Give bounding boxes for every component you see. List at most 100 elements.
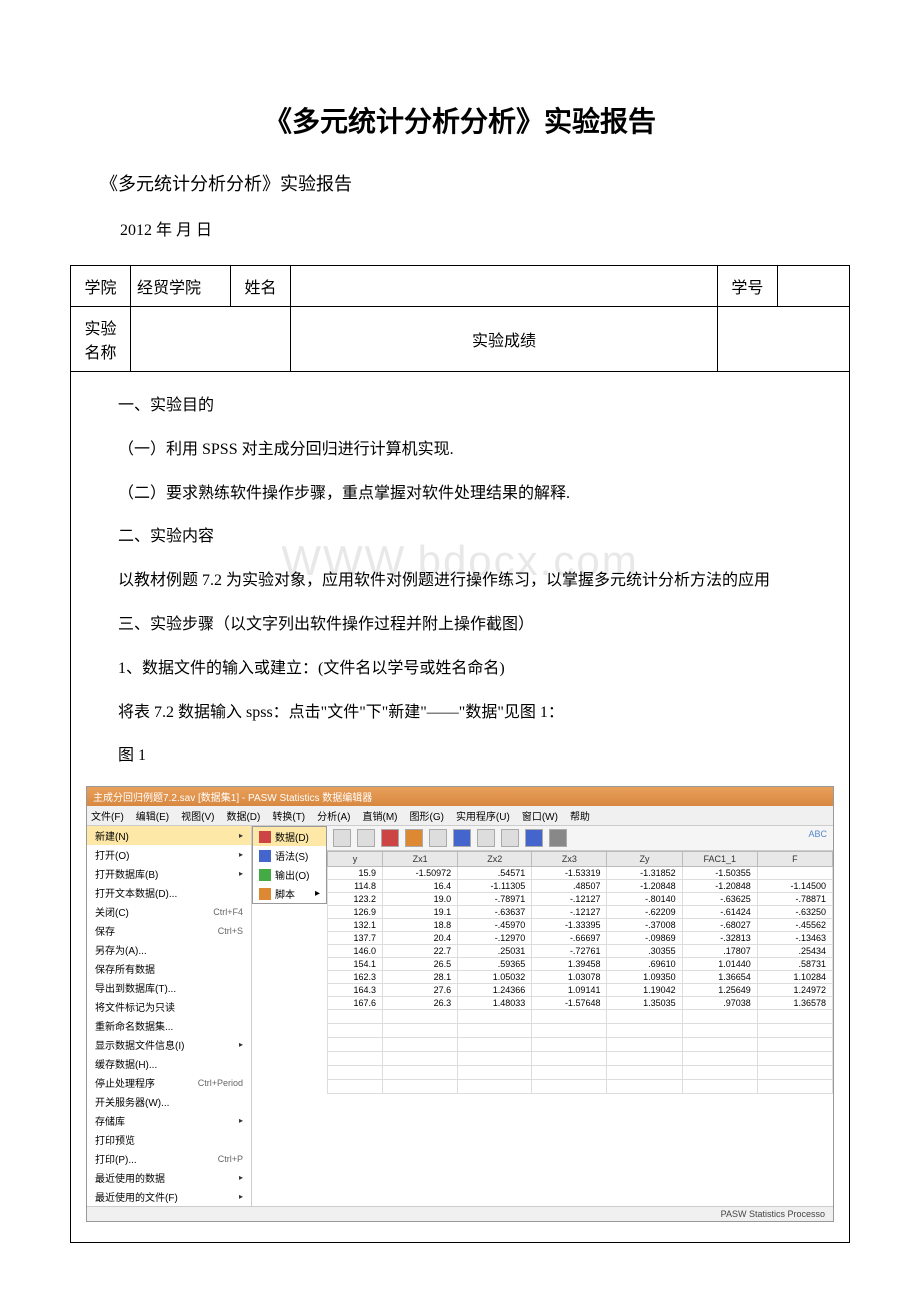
toolbar-icon[interactable] <box>381 829 399 847</box>
section-1-item-2: （二）要求熟练软件操作步骤，重点掌握对软件处理结果的解释. <box>86 480 834 509</box>
menubar-item[interactable]: 实用程序(U) <box>456 812 510 823</box>
file-menu-item[interactable]: 新建(N)▸ <box>87 826 251 845</box>
spss-data-table: yZx1Zx2Zx3ZyFAC1_1F15.9-1.50972.54571-1.… <box>327 851 833 1094</box>
file-menu-item[interactable]: 存储库▸ <box>87 1111 251 1130</box>
file-menu-item[interactable]: 最近使用的文件(F)▸ <box>87 1187 251 1206</box>
spss-new-submenu[interactable]: 数据(D)语法(S)输出(O)脚本▸ <box>252 826 327 904</box>
table-row[interactable]: 154.126.5.593651.39458.696101.01440.5873… <box>328 958 833 971</box>
name-label: 姓名 <box>231 266 291 307</box>
toolbar-icon[interactable] <box>453 829 471 847</box>
column-header[interactable]: Zx2 <box>458 852 532 867</box>
file-menu-item[interactable]: 打印(P)...Ctrl+P <box>87 1149 251 1168</box>
spss-file-menu[interactable]: 新建(N)▸打开(O)▸打开数据库(B)▸打开文本数据(D)...关闭(C)Ct… <box>87 826 252 1206</box>
menubar-item[interactable]: 直销(M) <box>362 812 397 823</box>
college-value: 经贸学院 <box>131 266 231 307</box>
menubar-item[interactable]: 文件(F) <box>91 812 124 823</box>
spss-statusbar: PASW Statistics Processo <box>87 1206 833 1221</box>
file-menu-item[interactable]: 将文件标记为只读 <box>87 997 251 1016</box>
sub-title: 《多元统计分析分析》实验报告 <box>100 170 850 196</box>
table-row[interactable]: 137.720.4-.12970-.66697-.09869-.32813-.1… <box>328 932 833 945</box>
file-menu-item[interactable]: 最近使用的数据▸ <box>87 1168 251 1187</box>
main-title: 《多元统计分析分析》实验报告 <box>70 100 850 140</box>
menubar-item[interactable]: 编辑(E) <box>136 812 169 823</box>
spss-toolbar: ABC <box>327 826 833 851</box>
section-1-item-1: （一）利用 SPSS 对主成分回归进行计算机实现. <box>86 436 834 465</box>
toolbar-icon[interactable] <box>357 829 375 847</box>
column-header[interactable]: Zx3 <box>532 852 607 867</box>
file-menu-item[interactable]: 保存Ctrl+S <box>87 921 251 940</box>
table-row[interactable]: 164.327.61.243661.091411.190421.256491.2… <box>328 984 833 997</box>
exp-name-label: 实验名称 <box>71 307 131 372</box>
file-menu-item[interactable]: 显示数据文件信息(I)▸ <box>87 1035 251 1054</box>
section-3-heading: 三、实验步骤（以文字列出软件操作过程并附上操作截图） <box>86 611 834 640</box>
table-row[interactable]: 146.022.7.25031-.72761.30355.17807.25434 <box>328 945 833 958</box>
toolbar-icon[interactable] <box>525 829 543 847</box>
spss-titlebar: 主成分回归例题7.2.sav [数据集1] - PASW Statistics … <box>87 787 833 806</box>
table-row <box>328 1038 833 1052</box>
file-menu-item[interactable]: 缓存数据(H)... <box>87 1054 251 1073</box>
table-row[interactable]: 167.626.31.48033-1.576481.35035.970381.3… <box>328 997 833 1010</box>
table-row[interactable]: 123.219.0-.78971-.12127-.80140-.63625-.7… <box>328 893 833 906</box>
table-row[interactable]: 132.118.8-.45970-1.33395-.37008-.68027-.… <box>328 919 833 932</box>
spss-menubar: 文件(F) 编辑(E) 视图(V) 数据(D) 转换(T) 分析(A) 直销(M) 图形(G)… <box>87 806 833 826</box>
section-3-item-1: 1、数据文件的输入或建立：(文件名以学号或姓名命名) <box>86 655 834 684</box>
submenu-item[interactable]: 语法(S) <box>253 846 326 865</box>
menubar-item[interactable]: 转换(T) <box>272 812 305 823</box>
info-table: 学院 经贸学院 姓名 学号 实验名称 实验成绩 <box>70 265 850 372</box>
toolbar-icon[interactable] <box>333 829 351 847</box>
table-row <box>328 1066 833 1080</box>
id-value <box>777 266 849 307</box>
abc-label: ABC <box>808 829 827 847</box>
section-2-item-1: 以教材例题 7.2 为实验对象，应用软件对例题进行操作练习，以掌握多元统计分析方… <box>86 567 834 596</box>
score-value <box>717 307 849 372</box>
file-menu-item[interactable]: 开关服务器(W)... <box>87 1092 251 1111</box>
file-menu-item[interactable]: 停止处理程序Ctrl+Period <box>87 1073 251 1092</box>
spss-data-area: ABC yZx1Zx2Zx3ZyFAC1_1F15.9-1.50972.5457… <box>327 826 833 1206</box>
table-row <box>328 1024 833 1038</box>
figure-1-label: 图 1 <box>86 742 834 771</box>
id-label: 学号 <box>717 266 777 307</box>
table-row[interactable]: 114.816.4-1.11305.48507-1.20848-1.20848-… <box>328 880 833 893</box>
spss-screenshot: 主成分回归例题7.2.sav [数据集1] - PASW Statistics … <box>86 786 834 1222</box>
section-3-item-2: 将表 7.2 数据输入 spss：点击"文件"下"新建"——"数据"见图 1： <box>86 699 834 728</box>
column-header[interactable]: Zx1 <box>383 852 458 867</box>
file-menu-item[interactable]: 保存所有数据 <box>87 959 251 978</box>
file-menu-item[interactable]: 打开文本数据(D)... <box>87 883 251 902</box>
submenu-item[interactable]: 脚本▸ <box>253 884 326 903</box>
menubar-item[interactable]: 数据(D) <box>226 812 260 823</box>
toolbar-icon[interactable] <box>501 829 519 847</box>
toolbar-icon[interactable] <box>549 829 567 847</box>
menubar-item[interactable]: 图形(G) <box>409 812 443 823</box>
toolbar-icon[interactable] <box>429 829 447 847</box>
table-row <box>328 1052 833 1066</box>
section-2-heading: 二、实验内容 <box>86 523 834 552</box>
file-menu-item[interactable]: 另存为(A)... <box>87 940 251 959</box>
file-menu-item[interactable]: 重新命名数据集... <box>87 1016 251 1035</box>
file-menu-item[interactable]: 打印预览 <box>87 1130 251 1149</box>
table-row[interactable]: 15.9-1.50972.54571-1.53319-1.31852-1.503… <box>328 867 833 880</box>
file-menu-item[interactable]: 关闭(C)Ctrl+F4 <box>87 902 251 921</box>
toolbar-icon[interactable] <box>405 829 423 847</box>
submenu-item[interactable]: 数据(D) <box>253 827 326 846</box>
date-line: 2012 年 月 日 <box>120 216 850 240</box>
submenu-item[interactable]: 输出(O) <box>253 865 326 884</box>
content-box: 一、实验目的 （一）利用 SPSS 对主成分回归进行计算机实现. （二）要求熟练… <box>70 372 850 1243</box>
column-header[interactable]: y <box>328 852 383 867</box>
section-1-heading: 一、实验目的 <box>86 392 834 421</box>
exp-name-value <box>131 307 291 372</box>
table-row <box>328 1010 833 1024</box>
menubar-item[interactable]: 窗口(W) <box>522 812 558 823</box>
column-header[interactable]: Zy <box>607 852 682 867</box>
score-label: 实验成绩 <box>291 307 718 372</box>
menubar-item[interactable]: 分析(A) <box>317 812 350 823</box>
menubar-item[interactable]: 帮助 <box>570 812 590 823</box>
file-menu-item[interactable]: 导出到数据库(T)... <box>87 978 251 997</box>
menubar-item[interactable]: 视图(V) <box>181 812 214 823</box>
table-row <box>328 1080 833 1094</box>
file-menu-item[interactable]: 打开(O)▸ <box>87 845 251 864</box>
toolbar-icon[interactable] <box>477 829 495 847</box>
table-row[interactable]: 162.328.11.050321.030781.093501.366541.1… <box>328 971 833 984</box>
column-header[interactable]: FAC1_1 <box>682 852 757 867</box>
table-row[interactable]: 126.919.1-.63637-.12127-.62209-.61424-.6… <box>328 906 833 919</box>
file-menu-item[interactable]: 打开数据库(B)▸ <box>87 864 251 883</box>
